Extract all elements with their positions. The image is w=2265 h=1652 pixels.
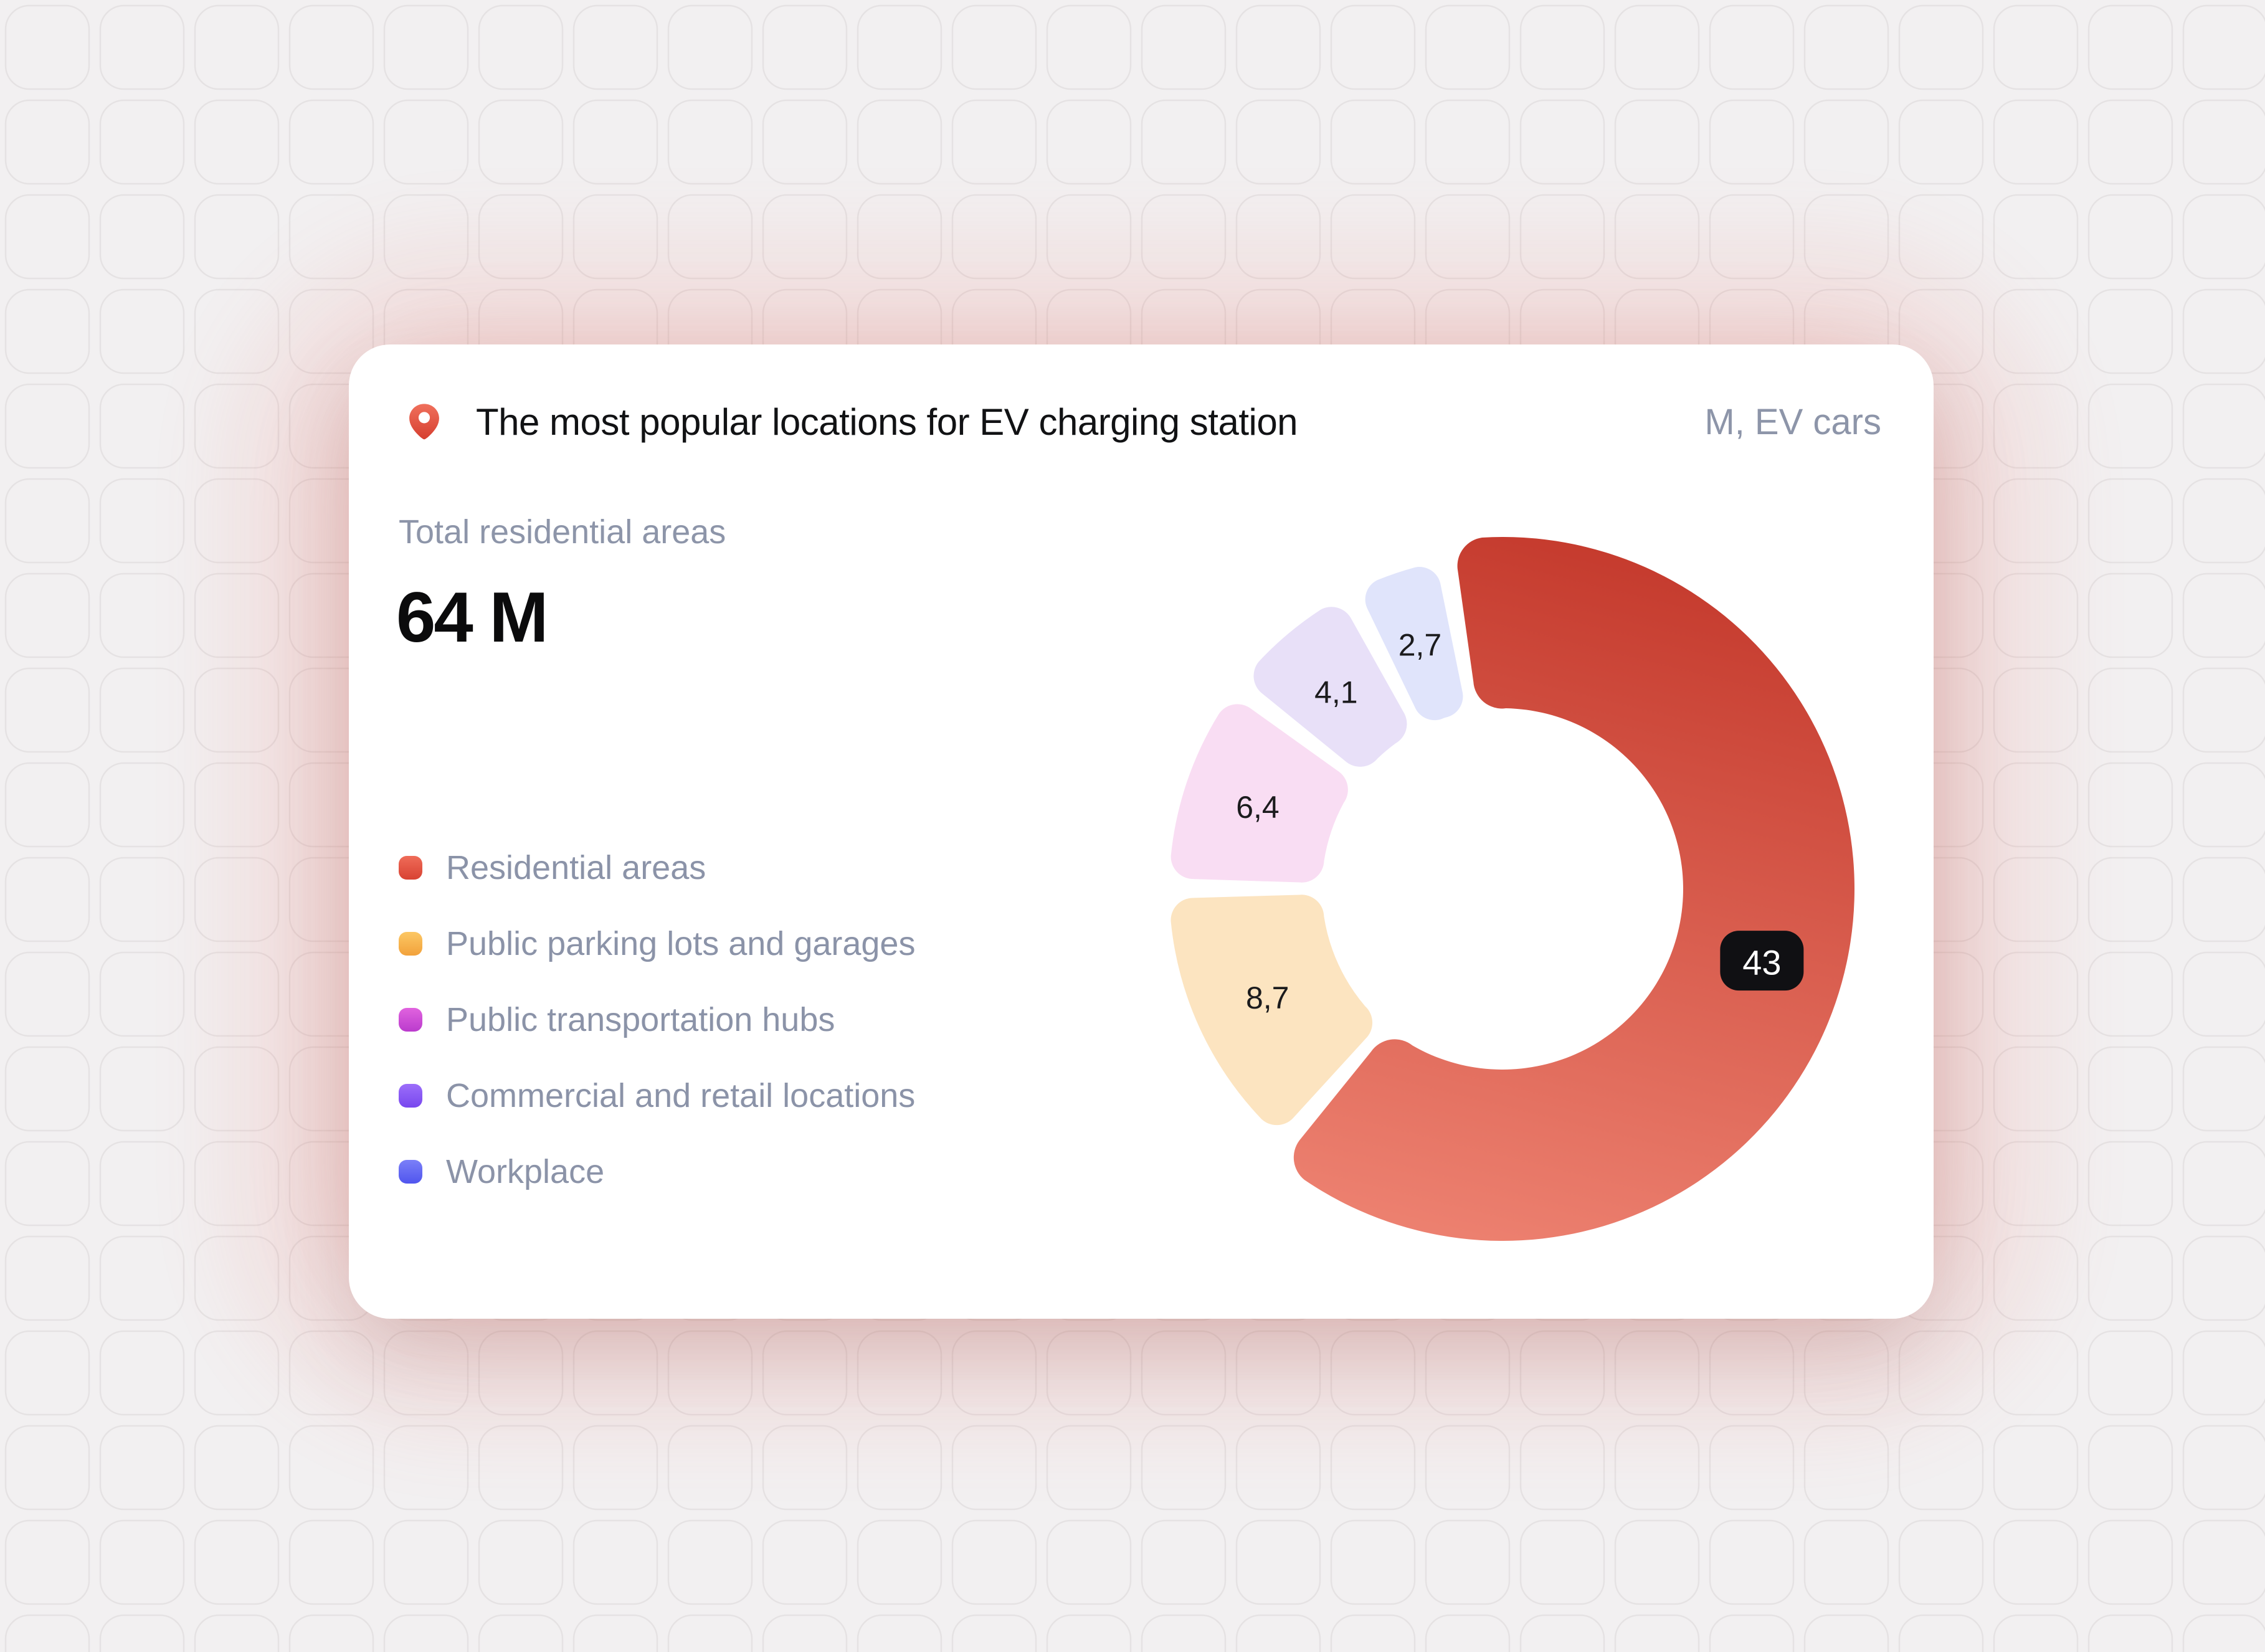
legend-item-workplace[interactable]: Workplace [399, 1151, 915, 1193]
legend-swatch-commercial [399, 1084, 422, 1108]
legend-item-commercial-retail[interactable]: Commercial and retail locations [399, 1075, 915, 1117]
legend-item-transportation-hubs[interactable]: Public transportation hubs [399, 999, 915, 1041]
segment-value-label: 6,4 [1236, 790, 1280, 825]
legend-item-residential-areas[interactable]: Residential areas [399, 847, 915, 889]
total-label: Total residential areas [399, 513, 726, 551]
segment-value-label: 4,1 [1314, 675, 1358, 710]
donut-chart[interactable]: 43 8,7 6,4 4,1 2,7 [1113, 500, 1892, 1278]
stats-card: The most popular locations for EV chargi… [349, 344, 1934, 1319]
legend-swatch-transport [399, 1008, 422, 1032]
card-header: The most popular locations for EV chargi… [404, 399, 1881, 444]
donut-segment-3[interactable] [1253, 607, 1407, 767]
total-value: 64 M [396, 578, 548, 657]
legend-label: Residential areas [446, 849, 706, 886]
location-pin-icon [404, 401, 445, 442]
donut-segment-2[interactable] [1170, 704, 1348, 883]
unit-label: M, EV cars [1704, 401, 1881, 442]
legend-item-public-parking[interactable]: Public parking lots and garages [399, 923, 915, 965]
segment-value-label: 2,7 [1398, 628, 1442, 663]
donut-segment-4[interactable] [1365, 567, 1463, 721]
legend-label: Workplace [446, 1153, 605, 1190]
segment-value-label: 8,7 [1246, 980, 1289, 1015]
donut-segment-1[interactable] [1170, 895, 1373, 1126]
legend-label: Public transportation hubs [446, 1001, 835, 1038]
donut-chart-area: 43 8,7 6,4 4,1 2,7 [1113, 500, 1892, 1278]
legend-swatch-workplace [399, 1160, 422, 1184]
residential-value-badge: 43 [1720, 931, 1804, 991]
donut-segment-0[interactable] [1293, 537, 1855, 1241]
legend-swatch-residential [399, 856, 422, 880]
svg-text:43: 43 [1742, 943, 1781, 982]
legend-swatch-parking [399, 932, 422, 956]
legend-label: Public parking lots and garages [446, 925, 916, 962]
legend-label: Commercial and retail locations [446, 1077, 916, 1114]
card-title: The most popular locations for EV chargi… [476, 401, 1298, 443]
legend: Residential areas Public parking lots an… [399, 847, 915, 1227]
